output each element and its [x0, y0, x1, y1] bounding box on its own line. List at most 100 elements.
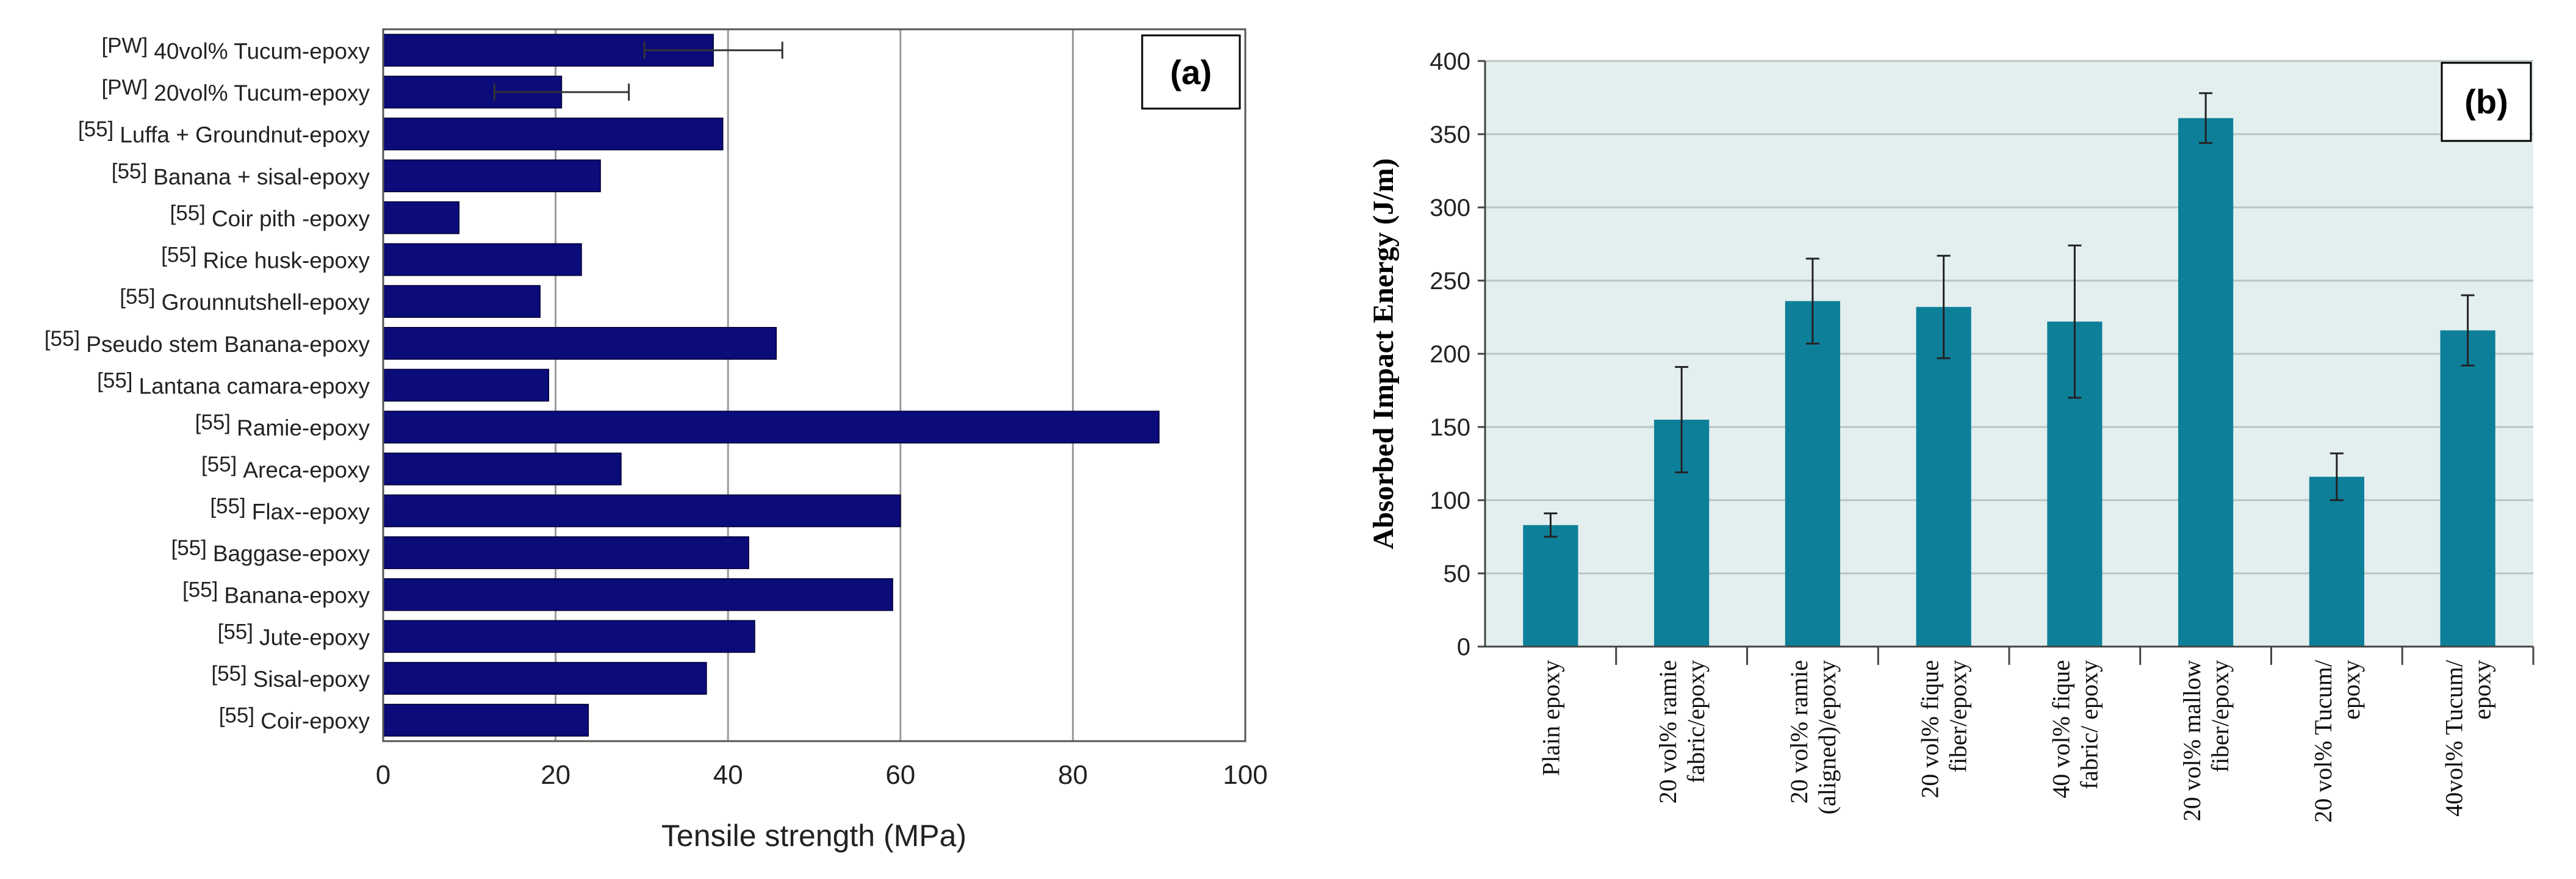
panel-a-label: (a) — [1170, 53, 1212, 91]
panel-b-error-bar — [1544, 512, 1558, 538]
panel-a-bar — [383, 327, 777, 360]
panel-a-bar — [383, 620, 755, 653]
panel-b-category-label: 40 vol% fique fabric/ epoxy — [2047, 660, 2103, 798]
panel-b-error-bar — [2461, 294, 2475, 367]
panel-b-category-label-line: fabric/epoxy — [1682, 660, 1710, 783]
panel-b-category-label-line: fiber/epoxy — [2206, 660, 2234, 772]
panel-a-category-label: [55] Areca-epoxy — [201, 453, 370, 483]
panel-b-y-tick-label: 0 — [1457, 634, 1470, 661]
panel-a-category-label: [55] Banana + sisal-epoxy — [112, 159, 370, 189]
panel-a-bar — [383, 703, 589, 737]
panel-b-category-label-line: 20 vol% mallow — [2178, 660, 2206, 822]
panel-b-y-tick-label: 50 — [1444, 561, 1471, 587]
panel-a-category-labels: [PW] 40vol% Tucum-epoxy [PW] 20vol% Tucum-e… — [45, 34, 370, 733]
panel-a-reference-tag: [55] — [195, 411, 231, 434]
panel-a-bar — [383, 117, 724, 151]
panel-a-plot-frame — [382, 28, 1247, 742]
panel-a-reference-tag: [55] — [170, 201, 206, 225]
panel-a-x-tick-label: 100 — [1223, 760, 1267, 790]
panel-a-label-box: (a) — [1141, 34, 1241, 110]
panel-a-category-name: 20vol% Tucum-epoxy — [154, 81, 370, 106]
panel-b-category-label: 40vol% Tucum/epoxy — [2441, 659, 2496, 817]
panel-a-reference-tag: [55] — [171, 536, 206, 560]
panel-a-error-bars — [493, 41, 783, 101]
panel-a-reference-tag: [55] — [211, 662, 246, 686]
panel-b-y-tick-label: 300 — [1430, 195, 1470, 221]
panel-b-category-label: Plain epoxy — [1537, 660, 1564, 776]
panel-a-x-tick-labels: 0 20 40 60 80 100 — [376, 760, 1268, 790]
panel-a-x-axis-label: Tensile strength (MPa) — [661, 819, 966, 853]
panel-b-bar — [1523, 525, 1578, 647]
panel-a-category-label: [55] Pseudo stem Banana-epoxy — [45, 327, 370, 357]
panel-a-reference-tag: [55] — [219, 704, 254, 728]
panel-b-y-tick-label: 350 — [1430, 121, 1470, 148]
panel-b-bar — [2178, 118, 2234, 647]
panel-a-category-label: [55] Banana-epoxy — [182, 578, 370, 608]
panel-a-bar — [383, 201, 460, 234]
panel-a-reference-tag: [55] — [120, 285, 155, 309]
panel-b-category-label: 20 vol% fique fiber/epoxy — [1916, 660, 1972, 798]
panel-a-category-label: [55] Grounnutshell-epoxy — [120, 285, 370, 315]
panel-b-bars — [1523, 118, 2495, 647]
panel-a-x-tick-label: 40 — [713, 760, 743, 790]
panel-b-label: (b) — [2464, 82, 2508, 121]
panel-a-reference-tag: [55] — [78, 118, 113, 142]
panel-a-tensile-strength-chart: [PW] 40vol% Tucum-epoxy [PW] 20vol% Tucum-e… — [45, 28, 1268, 853]
panel-a-bar — [383, 159, 601, 193]
panel-b-category-label: 20 vol% Tucum/epoxy — [2309, 659, 2365, 823]
panel-a-category-label: [55] Coir pith -epoxy — [170, 201, 370, 231]
panel-a-bar — [383, 494, 901, 528]
panel-a-category-label: [55] Lantana camara-epoxy — [97, 369, 370, 399]
panel-a-category-label: [55] Coir-epoxy — [219, 704, 370, 734]
panel-b-category-label-line: fiber/epoxy — [1945, 660, 1972, 772]
panel-a-reference-tag: [55] — [161, 243, 196, 267]
panel-a-category-label: [55] Luffa + Groundnut-epoxy — [78, 118, 370, 148]
panel-b-y-tick-label: 400 — [1430, 48, 1470, 75]
panel-a-category-label: [55] Baggase-epoxy — [171, 536, 370, 566]
panel-a-category-name: Grounnutshell-epoxy — [162, 290, 370, 315]
panel-a-category-label: [55] Flax--epoxy — [210, 494, 370, 524]
panel-a-bar — [383, 452, 622, 486]
panel-b-error-bars — [1544, 92, 2475, 538]
panel-a-category-name: Flax--epoxy — [252, 499, 370, 524]
panel-b-bar — [1916, 307, 1971, 647]
panel-a-bars — [383, 34, 1160, 737]
panel-a-category-name: 40vol% Tucum-epoxy — [154, 38, 370, 63]
panel-a-category-name: Sisal-epoxy — [253, 667, 370, 692]
panel-a-bar — [383, 536, 749, 569]
panel-a-reference-tag: [55] — [97, 369, 132, 393]
panel-a-reference-tag: [55] — [112, 159, 147, 183]
panel-a-category-name: Jute-epoxy — [259, 625, 370, 650]
panel-a-error-bar — [643, 41, 783, 59]
panel-b-category-label-line: fabric/ epoxy — [2075, 660, 2103, 789]
panel-b-y-tick-label: 200 — [1430, 341, 1470, 368]
panel-a-reference-tag: [PW] — [101, 34, 148, 57]
panel-a-category-name: Baggase-epoxy — [213, 541, 370, 566]
panel-a-category-name: Ramie-epoxy — [237, 415, 370, 440]
panel-a-category-label: [55] Rice husk-epoxy — [161, 243, 370, 273]
panel-b-category-labels: Plain epoxy 20 vol% ramie fabric/epoxy 20 v… — [1537, 647, 2535, 823]
panel-a-category-name: Pseudo stem Banana-epoxy — [86, 332, 370, 357]
panel-a-category-name: Banana + sisal-epoxy — [153, 164, 370, 189]
panel-b-error-bar — [2330, 452, 2344, 501]
panel-a-x-tick-label: 0 — [376, 760, 390, 790]
panel-a-category-name: Rice husk-epoxy — [203, 248, 370, 273]
panel-b-bar — [2440, 330, 2495, 647]
panel-a-category-name: Coir pith -epoxy — [212, 206, 370, 231]
panel-b-category-label-line: 20 vol% ramie — [1785, 660, 1813, 804]
panel-a-bar — [383, 243, 582, 276]
panel-b-label-box: (b) — [2441, 62, 2532, 142]
panel-a-reference-tag: [55] — [218, 620, 253, 644]
panel-b-error-bar — [1805, 257, 1819, 345]
panel-a-reference-tag: [55] — [201, 453, 237, 476]
panel-b-category-label-line: 20 vol% fique — [1916, 660, 1944, 798]
panel-b-category-label-line: 20 vol% Tucum/ — [2309, 659, 2337, 823]
panel-a-reference-tag: [55] — [45, 327, 80, 351]
panel-a-category-label: [55] Ramie-epoxy — [195, 411, 370, 440]
panel-b-category-label-line: epoxy — [2337, 660, 2365, 720]
panel-b-y-tick-label: 150 — [1430, 414, 1470, 441]
panel-a-bar — [383, 368, 550, 402]
panel-a-bar — [383, 662, 707, 695]
panel-b-error-bar — [1675, 366, 1689, 473]
